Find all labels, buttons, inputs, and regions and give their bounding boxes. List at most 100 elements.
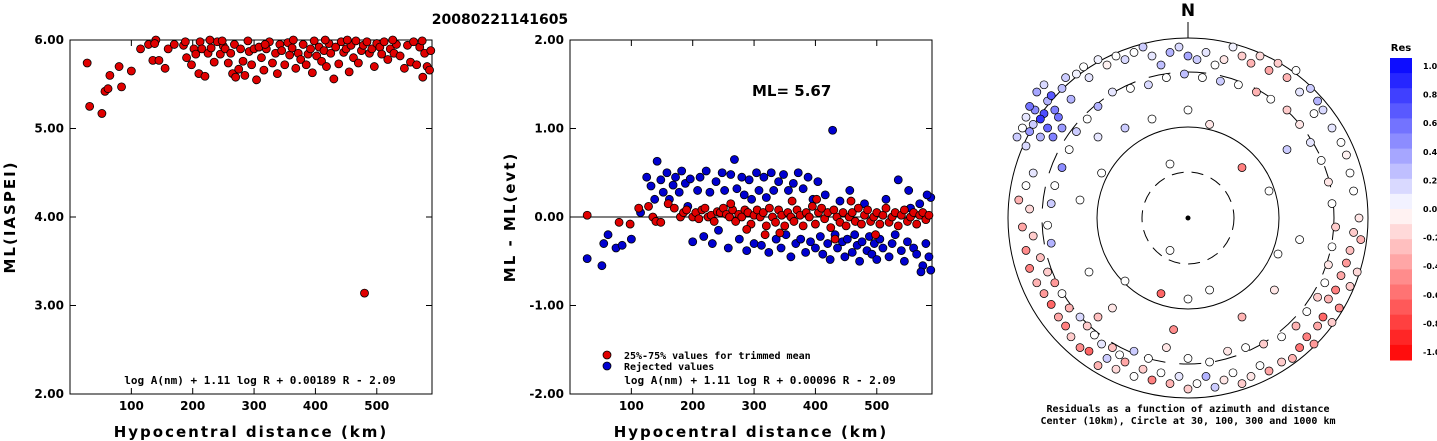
station-marker [1336, 271, 1346, 280]
colorbar-swatch [1390, 58, 1412, 74]
station-marker [1066, 94, 1076, 104]
data-point [85, 101, 95, 111]
data-point [150, 39, 160, 48]
plot-middle: 100 200 300 400 500 -2.00 -1.00 0.00 1.00 2.00 Hy… [501, 33, 936, 441]
station-marker [1156, 368, 1166, 378]
data-point [334, 59, 344, 69]
colorbar-swatch [1390, 254, 1412, 270]
data-point [259, 65, 269, 75]
plot-middle-xlabel: Hypocentral distance (km) [614, 423, 889, 441]
data-point [209, 57, 219, 67]
y-tick-label: 4.00 [34, 210, 64, 224]
station-marker [1120, 276, 1130, 286]
data-point [353, 58, 363, 68]
x-tick-label: 200 [680, 399, 705, 413]
rejected-point [650, 194, 660, 204]
colorbar-swatch [1390, 269, 1412, 285]
rejected-point [890, 230, 900, 240]
rejected-point [701, 166, 711, 176]
station-marker [1050, 181, 1060, 190]
station-marker [1259, 339, 1268, 349]
plot-left-ticks: 100 200 300 400 500 2.00 3.00 4.00 5.00 6.00 [34, 33, 432, 413]
colorbar-swatch [1390, 103, 1412, 119]
station-marker [1192, 379, 1202, 388]
rejected-point [828, 125, 838, 135]
station-marker [1165, 246, 1175, 255]
station-marker [1138, 364, 1148, 374]
station-marker [1028, 231, 1038, 241]
station-marker [1057, 84, 1067, 93]
station-marker [1273, 249, 1283, 259]
data-point [215, 49, 225, 59]
rejected-point [705, 187, 715, 197]
rejected-point [845, 186, 855, 195]
data-point [169, 40, 179, 49]
station-marker [1237, 312, 1247, 322]
accepted-point [771, 217, 780, 227]
station-marker [1072, 69, 1081, 79]
station-marker [1050, 278, 1060, 288]
station-marker [1046, 91, 1056, 100]
rejected-point [887, 239, 897, 248]
rejected-point [668, 180, 678, 190]
rejected-point [642, 172, 652, 182]
station-marker [1336, 138, 1346, 147]
y-tick-label: -2.00 [529, 387, 564, 401]
station-marker [1354, 213, 1364, 223]
accepted-point [912, 219, 922, 229]
x-tick-label: 100 [119, 399, 144, 413]
rejected-point [867, 249, 877, 259]
data-point [236, 44, 245, 54]
station-marker [1108, 87, 1117, 97]
colorbar-tick-label: 0.8 [1423, 91, 1437, 100]
rejected-point [878, 243, 888, 253]
y-tick-label: 0.00 [534, 210, 564, 224]
station-marker [1237, 163, 1247, 172]
accepted-point [789, 217, 799, 226]
station-marker [1129, 346, 1139, 356]
colorbar-tick-label: 0.0 [1423, 205, 1437, 214]
rejected-point [884, 252, 894, 262]
station-marker [1313, 96, 1322, 106]
rejected-point [904, 186, 914, 195]
station-marker [1255, 51, 1265, 61]
rejected-point [881, 194, 891, 204]
station-marker [1246, 58, 1256, 68]
ml-annotation: ML= 5.67 [752, 82, 831, 100]
rejected-point [774, 177, 784, 187]
station-marker [1246, 372, 1256, 381]
station-marker [1277, 357, 1286, 367]
legend-accepted-marker [602, 350, 612, 360]
station-marker [1210, 382, 1220, 392]
station-marker [1115, 350, 1124, 360]
accepted-point [826, 223, 836, 233]
accepted-point [582, 210, 592, 220]
rejected-point [730, 155, 739, 164]
accepted-point [758, 208, 768, 217]
station-marker [1295, 343, 1304, 352]
station-marker [1054, 112, 1063, 122]
station-marker [1021, 246, 1031, 255]
data-point [383, 55, 393, 64]
plot-left-formula: log A(nm) + 1.11 log R + 0.00189 R - 2.0… [124, 374, 396, 387]
data-point [412, 60, 422, 70]
station-marker [1025, 264, 1034, 273]
station-marker [1147, 375, 1157, 385]
station-marker [1255, 361, 1265, 370]
data-point [425, 65, 434, 75]
station-marker [1345, 168, 1355, 178]
rejected-point [798, 184, 808, 194]
colorbar-tick-label: 0.6 [1423, 119, 1437, 128]
data-point [296, 55, 306, 64]
accepted-point [857, 219, 866, 229]
station-marker [1129, 48, 1139, 57]
station-marker [1097, 339, 1106, 349]
station-marker [1291, 66, 1301, 75]
data-point [268, 58, 277, 68]
station-marker [1342, 258, 1351, 268]
colorbar-swatch [1390, 299, 1412, 316]
rejected-point [695, 172, 705, 182]
data-point [331, 42, 341, 52]
station-marker [1223, 346, 1232, 356]
data-point [344, 67, 354, 77]
